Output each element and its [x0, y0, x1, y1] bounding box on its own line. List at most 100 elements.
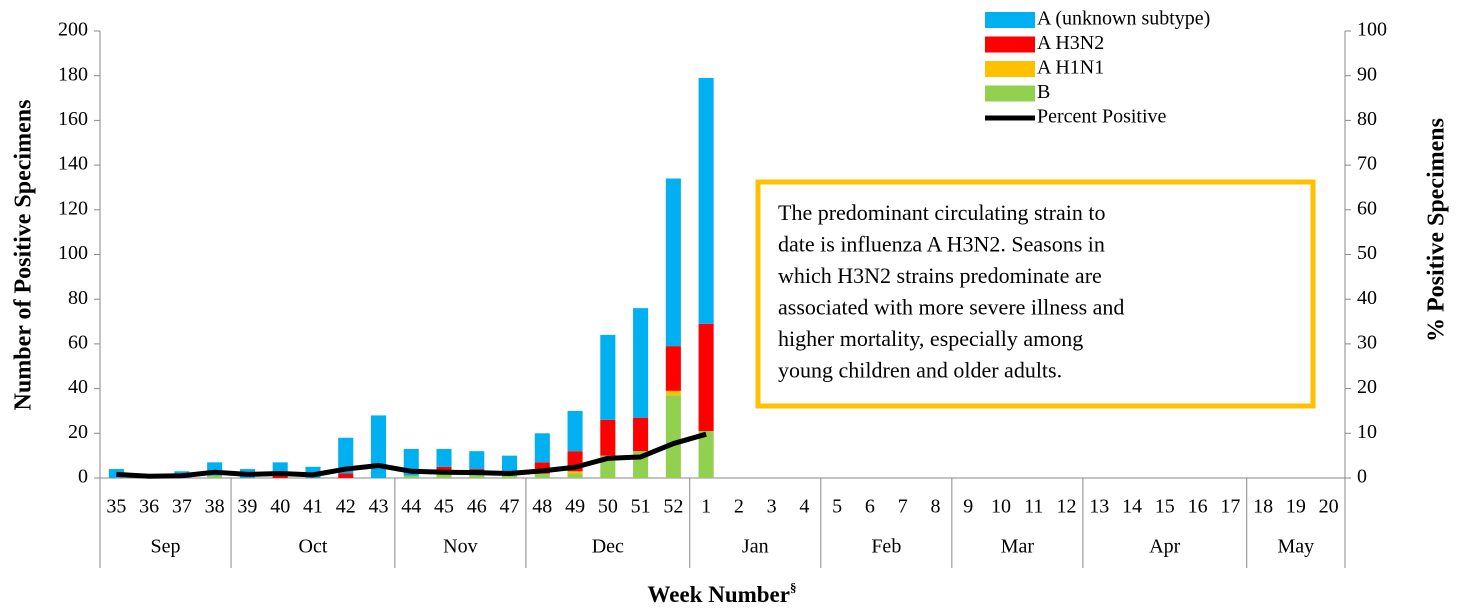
- bar-segment: [698, 323, 714, 432]
- month-label: Dec: [592, 536, 624, 558]
- x-tick-label: 9: [963, 496, 973, 518]
- y-tick-label: 180: [58, 63, 88, 85]
- bar-segment: [665, 178, 681, 347]
- legend-label: A H1N1: [1037, 57, 1104, 79]
- month-label: Nov: [443, 536, 477, 558]
- bar-segment: [698, 431, 714, 478]
- x-axis-title-mark: §: [790, 580, 797, 595]
- x-tick-label: 39: [237, 496, 257, 518]
- x-tick-label: 5: [832, 496, 842, 518]
- bar-segment: [502, 475, 518, 478]
- bar-segment: [338, 437, 354, 474]
- x-tick-label: 20: [1319, 496, 1339, 518]
- bar-segment: [338, 473, 354, 478]
- x-tick-label: 16: [1188, 496, 1208, 518]
- y2-axis-title: % Positive Specimens: [1424, 118, 1450, 342]
- y2-tick-label: 50: [1357, 242, 1377, 264]
- annotation-line: date is influenza A H3N2. Seasons in: [778, 232, 1105, 257]
- annotation-box: [755, 179, 1316, 409]
- bar-segment: [633, 308, 649, 418]
- annotation-line: which H3N2 strains predominate are: [778, 263, 1102, 288]
- bar-segment: [469, 473, 485, 478]
- x-tick-label: 1: [701, 496, 711, 518]
- bar-segment: [207, 475, 223, 478]
- x-tick-label: 7: [898, 496, 908, 518]
- x-tick-label: 37: [172, 496, 192, 518]
- bar-segment: [567, 473, 583, 478]
- month-label: Feb: [871, 536, 901, 558]
- y-tick-label: 40: [68, 376, 88, 398]
- x-tick-label: 52: [663, 496, 683, 518]
- x-tick-label: 49: [565, 496, 585, 518]
- annotation-line: The predominant circulating strain to: [778, 200, 1105, 225]
- y2-tick-label: 70: [1357, 153, 1377, 175]
- x-tick-label: 19: [1286, 496, 1306, 518]
- bar-segment: [534, 433, 550, 463]
- bar-segment: [436, 448, 452, 467]
- y2-tick-label: 100: [1357, 19, 1387, 41]
- y2-tick-label: 30: [1357, 331, 1377, 353]
- x-tick-label: 13: [1089, 496, 1109, 518]
- x-tick-label: 12: [1057, 496, 1077, 518]
- x-tick-label: 43: [368, 496, 388, 518]
- y2-tick-label: 60: [1357, 197, 1377, 219]
- x-tick-label: 48: [532, 496, 552, 518]
- x-tick-label: 51: [631, 496, 651, 518]
- x-tick-label: 50: [598, 496, 618, 518]
- x-tick-label: 47: [500, 496, 520, 518]
- x-tick-label: 6: [865, 496, 875, 518]
- legend-swatch: [985, 85, 1035, 102]
- x-tick-label: 10: [991, 496, 1011, 518]
- bar-segment: [567, 410, 583, 452]
- bar-segment: [665, 395, 681, 478]
- x-tick-label: 40: [270, 496, 290, 518]
- bar-segment: [633, 417, 649, 452]
- month-label: Sep: [151, 536, 181, 558]
- x-tick-label: 35: [106, 496, 126, 518]
- bar-segment: [436, 473, 452, 478]
- annotation-line: associated with more severe illness and: [778, 295, 1124, 320]
- y-tick-label: 0: [78, 466, 88, 488]
- bar-segment: [469, 451, 485, 470]
- y-tick-label: 140: [58, 153, 88, 175]
- line-series: [116, 431, 707, 479]
- y-tick-label: 160: [58, 108, 88, 130]
- x-tick-label: 14: [1122, 496, 1142, 518]
- legend-label: A (unknown subtype): [1037, 8, 1210, 30]
- x-axis-title: Week Number§: [648, 580, 797, 607]
- bar-segment: [600, 334, 616, 420]
- x-tick-label: 11: [1024, 496, 1043, 518]
- y2-tick-label: 10: [1357, 421, 1377, 443]
- bar-segment: [534, 462, 550, 474]
- y-tick-label: 100: [58, 242, 88, 264]
- y-tick-label: 20: [68, 421, 88, 443]
- y2-tick-label: 0: [1357, 466, 1367, 488]
- y-tick-label: 60: [68, 331, 88, 353]
- bar-segment: [403, 475, 419, 478]
- y-tick-label: 120: [58, 197, 88, 219]
- bar-segment: [567, 471, 583, 474]
- bar-segment: [108, 469, 124, 478]
- bar-segment: [665, 390, 681, 396]
- month-label: May: [1278, 536, 1315, 558]
- bar-segment: [698, 77, 714, 324]
- legend-label: A H3N2: [1037, 32, 1104, 54]
- y-tick-label: 80: [68, 287, 88, 309]
- x-tick-label: 4: [799, 496, 809, 518]
- legend-label: Percent Positive: [1037, 106, 1167, 128]
- x-tick-label: 17: [1220, 496, 1240, 518]
- x-tick-label: 3: [767, 496, 777, 518]
- y2-tick-label: 80: [1357, 108, 1377, 130]
- x-tick-label: 38: [205, 496, 225, 518]
- legend-swatch: [985, 61, 1035, 77]
- y-tick-label: 200: [58, 19, 88, 41]
- bar-segment: [370, 415, 387, 478]
- y2-tick-label: 20: [1357, 376, 1377, 398]
- x-tick-label: 8: [930, 496, 940, 518]
- x-tick-label: 36: [139, 496, 159, 518]
- month-label: Oct: [299, 536, 328, 558]
- bar-segment: [600, 419, 616, 456]
- month-label: Apr: [1149, 536, 1180, 558]
